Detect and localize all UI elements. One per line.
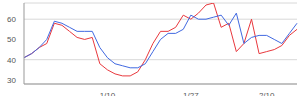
svg-text:50: 50 bbox=[8, 35, 17, 44]
svg-text:60: 60 bbox=[8, 15, 17, 24]
svg-text:1/27: 1/27 bbox=[183, 91, 199, 96]
svg-text:40: 40 bbox=[8, 56, 17, 65]
svg-text:2/10: 2/10 bbox=[259, 91, 275, 96]
svg-text:30: 30 bbox=[8, 76, 17, 85]
svg-text:1/10: 1/10 bbox=[100, 91, 116, 96]
